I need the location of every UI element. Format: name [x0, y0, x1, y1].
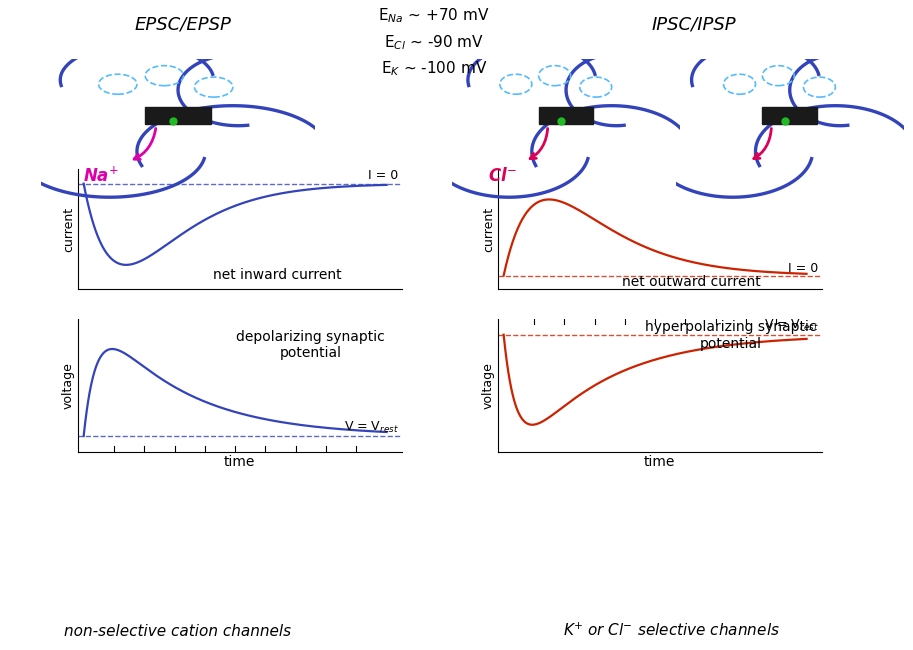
X-axis label: time: time — [224, 454, 256, 469]
Bar — [762, 107, 817, 124]
Text: E$_{Na}$ ~ +70 mV
E$_{Cl}$ ~ -90 mV
E$_{K}$ ~ -100 mV: E$_{Na}$ ~ +70 mV E$_{Cl}$ ~ -90 mV E$_{… — [378, 6, 489, 78]
Text: EPSC/EPSP: EPSC/EPSP — [134, 15, 231, 33]
Text: Cl$^{-}$: Cl$^{-}$ — [488, 167, 517, 185]
Y-axis label: voltage: voltage — [62, 361, 75, 409]
Text: non-selective cation channels: non-selective cation channels — [65, 624, 291, 639]
Text: V = V$_{rest}$: V = V$_{rest}$ — [344, 420, 399, 436]
Y-axis label: current: current — [482, 207, 495, 252]
Text: K$^{+}$ or Cl$^{-}$ selective channels: K$^{+}$ or Cl$^{-}$ selective channels — [562, 621, 780, 639]
Text: net outward current: net outward current — [623, 275, 761, 289]
Text: IPSC/IPSP: IPSC/IPSP — [652, 15, 736, 33]
Text: hyperpolarizing synaptic
potential: hyperpolarizing synaptic potential — [645, 320, 816, 350]
X-axis label: time: time — [644, 454, 676, 469]
Y-axis label: voltage: voltage — [482, 361, 495, 409]
Bar — [145, 107, 211, 124]
Y-axis label: current: current — [62, 207, 75, 252]
Text: Na$^{+}$: Na$^{+}$ — [83, 166, 120, 185]
Text: I = 0: I = 0 — [369, 169, 399, 182]
Text: V = V$_{rest}$: V = V$_{rest}$ — [764, 318, 819, 333]
Text: I = 0: I = 0 — [789, 262, 819, 275]
Text: net inward current: net inward current — [213, 268, 341, 283]
Text: depolarizing synaptic
potential: depolarizing synaptic potential — [236, 330, 385, 360]
Bar — [539, 107, 593, 124]
